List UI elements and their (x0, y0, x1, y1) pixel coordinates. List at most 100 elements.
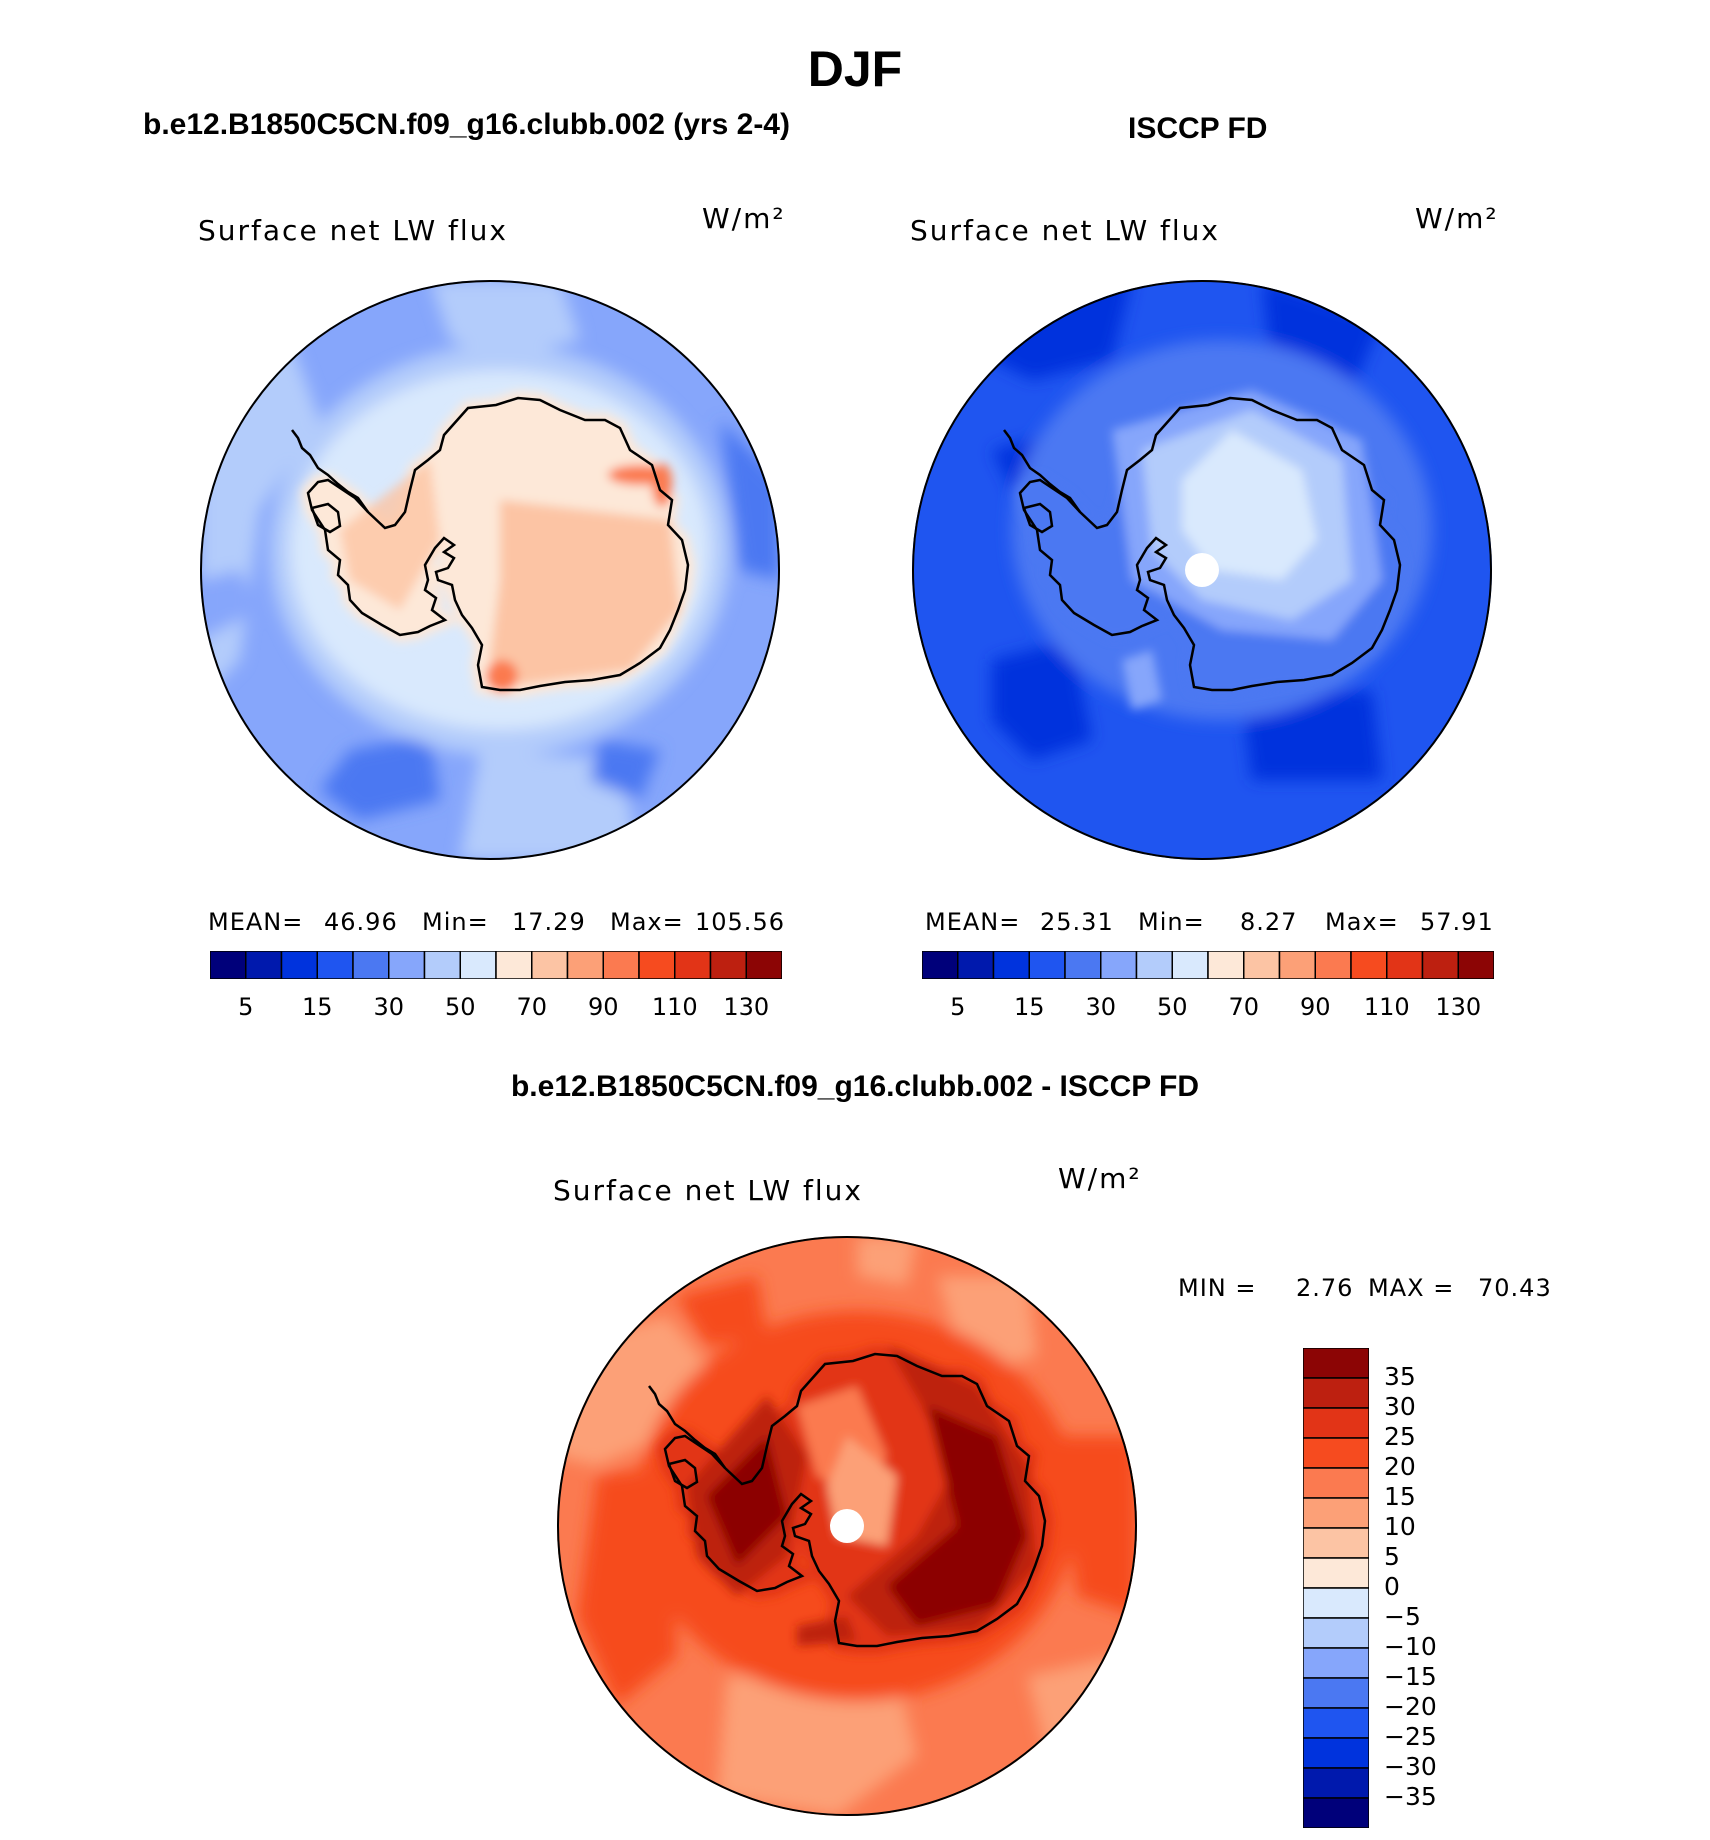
obs-mean-label: MEAN= (925, 908, 1021, 936)
diff-colorbar-tick-label: 10 (1384, 1512, 1416, 1541)
diff-colorbar-segment (1303, 1737, 1369, 1769)
diff-colorbar-segment (1303, 1467, 1369, 1499)
diff-colorbar-segment (1303, 1377, 1369, 1409)
model-colorbar-segment (280, 951, 318, 979)
obs-colorbar-segment (1207, 951, 1245, 979)
season-title: DJF (807, 41, 903, 97)
diff-colorbar-tick-label: −20 (1384, 1692, 1437, 1721)
obs-colorbar-segment (1028, 951, 1066, 979)
diff-colorbar-tick-label: −10 (1384, 1632, 1437, 1661)
model-colorbar-segment (459, 951, 497, 979)
obs-colorbar-tick-label: 5 (950, 993, 966, 1021)
model-variable-label: Surface net LW flux (198, 214, 508, 247)
model-colorbar-segment (638, 951, 676, 979)
obs-colorbar-segment (922, 951, 959, 979)
obs-max-label: Max= (1325, 908, 1399, 936)
obs-colorbar-tick-label: 70 (1228, 993, 1260, 1021)
diff-max-label: MAX = (1368, 1274, 1455, 1302)
obs-colorbar-segment (1278, 951, 1316, 979)
obs-colorbar-segment (1135, 951, 1173, 979)
model-units-label: W/m² (702, 202, 786, 235)
obs-colorbar-segment (1171, 951, 1209, 979)
obs-colorbar-tick-label: 50 (1156, 993, 1188, 1021)
diff-colorbar-tick-label: −30 (1384, 1752, 1437, 1781)
model-panel-header: b.e12.B1850C5CN.f09_g16.clubb.002 (yrs 2… (143, 108, 790, 141)
diff-colorbar-segment (1303, 1527, 1369, 1559)
model-colorbar-segment (566, 951, 604, 979)
obs-variable-label: Surface net LW flux (910, 214, 1220, 247)
model-colorbar-segment (531, 951, 569, 979)
model-colorbar (210, 951, 782, 979)
diff-min-value: 2.76 (1296, 1274, 1354, 1302)
obs-colorbar-segment (1386, 951, 1424, 979)
model-colorbar-segment (602, 951, 640, 979)
diff-colorbar-segment (1303, 1797, 1369, 1828)
diff-colorbar-tick-label: −15 (1384, 1662, 1437, 1691)
obs-colorbar-segment (1243, 951, 1281, 979)
diff-colorbar-segment (1303, 1677, 1369, 1709)
model-polar-map (200, 280, 780, 860)
model-colorbar-tick-label: 130 (723, 993, 770, 1021)
diff-colorbar-tick-label: 35 (1384, 1362, 1416, 1391)
model-colorbar-segment (745, 951, 782, 979)
model-min-label: Min= (422, 908, 489, 936)
diff-variable-label: Surface net LW flux (553, 1174, 863, 1207)
diff-colorbar-segment (1303, 1407, 1369, 1439)
obs-polar-map (912, 280, 1492, 860)
diff-colorbar-tick-label: 5 (1384, 1542, 1400, 1571)
diff-colorbar-tick-label: 20 (1384, 1452, 1416, 1481)
obs-colorbar-segment (1457, 951, 1494, 979)
obs-colorbar-tick-label: 90 (1299, 993, 1331, 1021)
obs-colorbar-segment (1100, 951, 1138, 979)
obs-colorbar-segment (1350, 951, 1388, 979)
model-colorbar-segment (210, 951, 247, 979)
obs-max-value: 57.91 (1420, 908, 1494, 936)
model-max-value: 105.56 (695, 908, 785, 936)
model-min-value: 17.29 (512, 908, 586, 936)
obs-colorbar-tick-label: 110 (1363, 993, 1410, 1021)
obs-colorbar-segment (992, 951, 1030, 979)
model-colorbar-segment (495, 951, 533, 979)
obs-min-label: Min= (1138, 908, 1205, 936)
obs-colorbar (922, 951, 1494, 979)
diff-max-value: 70.43 (1478, 1274, 1552, 1302)
diff-colorbar-segment (1303, 1348, 1369, 1379)
obs-colorbar-segment (1064, 951, 1102, 979)
diff-panel-header: b.e12.B1850C5CN.f09_g16.clubb.002 - ISCC… (510, 1070, 1200, 1103)
diff-colorbar-tick-label: 25 (1384, 1422, 1416, 1451)
diff-units-label: W/m² (1058, 1162, 1142, 1195)
diff-colorbar-segment (1303, 1587, 1369, 1619)
diff-polar-map (557, 1236, 1137, 1816)
obs-panel-header: ISCCP FD (1128, 112, 1268, 145)
model-colorbar-tick-label: 70 (516, 993, 548, 1021)
diff-colorbar-segment (1303, 1767, 1369, 1799)
diff-colorbar-segment (1303, 1707, 1369, 1739)
model-mean-value: 46.96 (324, 908, 398, 936)
obs-colorbar-segment (1421, 951, 1459, 979)
obs-colorbar-segment (1314, 951, 1352, 979)
model-colorbar-tick-label: 30 (373, 993, 405, 1021)
model-colorbar-segment (388, 951, 426, 979)
diff-colorbar-segment (1303, 1497, 1369, 1529)
model-colorbar-segment (674, 951, 712, 979)
diff-colorbar-segment (1303, 1437, 1369, 1469)
diff-colorbar-tick-label: 0 (1384, 1572, 1400, 1601)
diff-colorbar-tick-label: −35 (1384, 1782, 1437, 1811)
diff-colorbar-tick-label: −25 (1384, 1722, 1437, 1751)
model-colorbar-tick-label: 90 (587, 993, 619, 1021)
diff-colorbar (1303, 1348, 1369, 1828)
model-colorbar-tick-label: 110 (651, 993, 698, 1021)
obs-colorbar-tick-label: 30 (1085, 993, 1117, 1021)
model-colorbar-segment (709, 951, 747, 979)
diff-colorbar-segment (1303, 1647, 1369, 1679)
model-colorbar-tick-label: 50 (444, 993, 476, 1021)
diff-colorbar-tick-label: 15 (1384, 1482, 1416, 1511)
obs-colorbar-segment (957, 951, 995, 979)
obs-colorbar-tick-label: 130 (1435, 993, 1482, 1021)
model-colorbar-segment (352, 951, 390, 979)
model-colorbar-tick-label: 5 (238, 993, 254, 1021)
diff-min-label: MIN = (1178, 1274, 1257, 1302)
model-max-label: Max= (610, 908, 684, 936)
model-colorbar-tick-label: 15 (301, 993, 333, 1021)
obs-colorbar-tick-label: 15 (1013, 993, 1045, 1021)
